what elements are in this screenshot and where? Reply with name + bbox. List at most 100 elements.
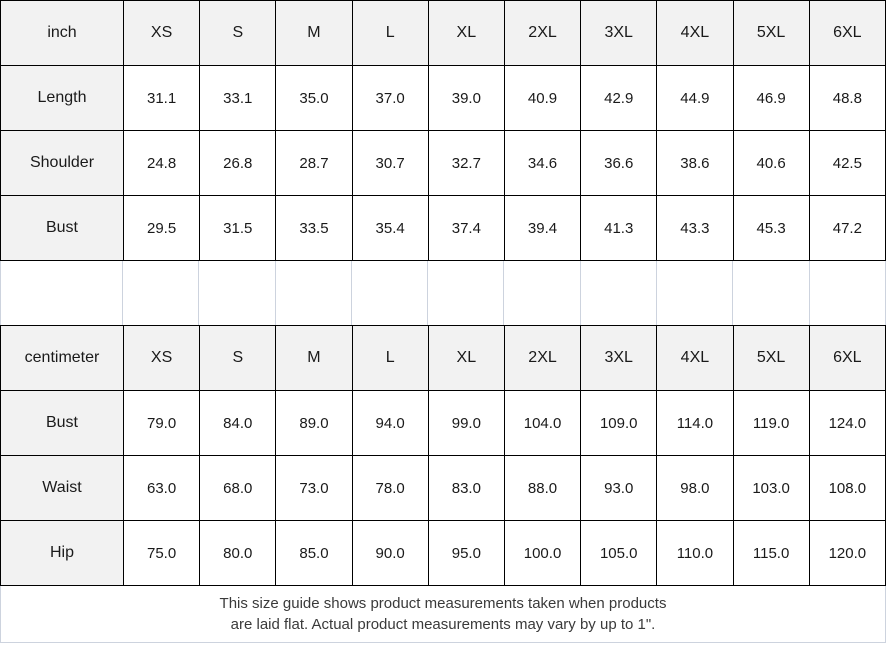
measurement-label-cell: Length bbox=[0, 65, 124, 131]
measurement-label-cell: Shoulder bbox=[0, 130, 124, 196]
measurement-value-cell: 99.0 bbox=[427, 390, 505, 456]
gap-cell bbox=[123, 261, 200, 325]
measurement-value-cell: 103.0 bbox=[732, 455, 810, 521]
size-header-cell: 2XL bbox=[503, 0, 582, 66]
size-header-cell: 2XL bbox=[503, 325, 582, 391]
measurement-value-cell: 73.0 bbox=[275, 455, 353, 521]
measurement-value-cell: 95.0 bbox=[427, 520, 505, 586]
measurement-value-cell: 43.3 bbox=[656, 195, 734, 261]
size-header-cell: M bbox=[275, 0, 353, 66]
measurement-value-cell: 98.0 bbox=[656, 455, 734, 521]
measurement-label-cell: Waist bbox=[0, 455, 124, 521]
size-header-cell: 4XL bbox=[656, 0, 734, 66]
measurement-row: Hip 75.0 80.0 85.0 90.0 95.0 100.0 105.0 110.0 11… bbox=[0, 520, 886, 586]
gap-cell bbox=[504, 261, 581, 325]
measurement-value-cell: 93.0 bbox=[580, 455, 658, 521]
measurement-value-cell: 32.7 bbox=[427, 130, 505, 196]
gap-cell bbox=[810, 261, 885, 325]
measurement-value-cell: 31.5 bbox=[199, 195, 277, 261]
gap-cell bbox=[733, 261, 810, 325]
gap-cell bbox=[428, 261, 505, 325]
measurement-value-cell: 39.4 bbox=[503, 195, 582, 261]
measurement-value-cell: 88.0 bbox=[503, 455, 582, 521]
gap-cell bbox=[276, 261, 352, 325]
measurement-row: Waist 63.0 68.0 73.0 78.0 83.0 88.0 93.0 98.0 103… bbox=[0, 455, 886, 521]
size-header-row: centimeter XS S M L XL 2XL 3XL 4XL 5XL 6XL bbox=[0, 325, 886, 391]
measurement-row: Shoulder 24.8 26.8 28.7 30.7 32.7 34.6 36.6 38.6… bbox=[0, 130, 886, 196]
size-header-cell: XL bbox=[427, 0, 505, 66]
measurement-value-cell: 30.7 bbox=[351, 130, 429, 196]
gap-cell bbox=[581, 261, 658, 325]
size-header-cell: M bbox=[275, 325, 353, 391]
size-header-cell: 3XL bbox=[580, 0, 658, 66]
measurement-value-cell: 40.9 bbox=[503, 65, 582, 131]
measurement-value-cell: 108.0 bbox=[808, 455, 886, 521]
measurement-value-cell: 36.6 bbox=[580, 130, 658, 196]
gap-cell bbox=[657, 261, 734, 325]
measurement-value-cell: 114.0 bbox=[656, 390, 734, 456]
size-guide-note-line1: This size guide shows product measuremen… bbox=[219, 595, 667, 612]
measurement-value-cell: 63.0 bbox=[122, 455, 201, 521]
measurement-value-cell: 37.4 bbox=[427, 195, 505, 261]
measurement-value-cell: 48.8 bbox=[808, 65, 886, 131]
measurement-value-cell: 28.7 bbox=[275, 130, 353, 196]
measurement-value-cell: 42.9 bbox=[580, 65, 658, 131]
measurement-value-cell: 24.8 bbox=[122, 130, 201, 196]
size-header-row: inch XS S M L XL 2XL 3XL 4XL 5XL 6XL bbox=[0, 0, 886, 66]
measurement-value-cell: 83.0 bbox=[427, 455, 505, 521]
measurement-value-cell: 85.0 bbox=[275, 520, 353, 586]
measurement-value-cell: 79.0 bbox=[122, 390, 201, 456]
measurement-value-cell: 38.6 bbox=[656, 130, 734, 196]
measurement-value-cell: 39.0 bbox=[427, 65, 505, 131]
measurement-value-cell: 94.0 bbox=[351, 390, 429, 456]
measurement-value-cell: 119.0 bbox=[732, 390, 810, 456]
measurement-value-cell: 109.0 bbox=[580, 390, 658, 456]
measurement-value-cell: 29.5 bbox=[122, 195, 201, 261]
measurement-label-cell: Hip bbox=[0, 520, 124, 586]
size-header-cell: S bbox=[199, 0, 277, 66]
measurement-value-cell: 75.0 bbox=[122, 520, 201, 586]
size-header-cell: 5XL bbox=[732, 325, 810, 391]
measurement-value-cell: 120.0 bbox=[808, 520, 886, 586]
measurement-value-cell: 115.0 bbox=[732, 520, 810, 586]
size-header-cell: S bbox=[199, 325, 277, 391]
size-header-cell: 3XL bbox=[580, 325, 658, 391]
measurement-value-cell: 33.5 bbox=[275, 195, 353, 261]
measurement-row: Bust 79.0 84.0 89.0 94.0 99.0 104.0 109.0 114.0 1… bbox=[0, 390, 886, 456]
measurement-value-cell: 110.0 bbox=[656, 520, 734, 586]
centimeter-size-table: centimeter XS S M L XL 2XL 3XL 4XL 5XL 6XL Bust 79.0… bbox=[0, 325, 886, 586]
measurement-value-cell: 100.0 bbox=[503, 520, 582, 586]
size-header-cell: 4XL bbox=[656, 325, 734, 391]
measurement-value-cell: 41.3 bbox=[580, 195, 658, 261]
size-header-cell: XL bbox=[427, 325, 505, 391]
measurement-value-cell: 33.1 bbox=[199, 65, 277, 131]
measurement-value-cell: 40.6 bbox=[732, 130, 810, 196]
table-gap-row bbox=[0, 261, 886, 325]
gap-cell bbox=[352, 261, 429, 325]
unit-header-cell: inch bbox=[0, 0, 124, 66]
measurement-label-cell: Bust bbox=[0, 390, 124, 456]
measurement-value-cell: 35.0 bbox=[275, 65, 353, 131]
measurement-value-cell: 124.0 bbox=[808, 390, 886, 456]
measurement-value-cell: 80.0 bbox=[199, 520, 277, 586]
size-guide-note: This size guide shows product measuremen… bbox=[0, 586, 886, 643]
measurement-value-cell: 105.0 bbox=[580, 520, 658, 586]
measurement-value-cell: 37.0 bbox=[351, 65, 429, 131]
size-header-cell: L bbox=[351, 0, 429, 66]
inch-size-table: inch XS S M L XL 2XL 3XL 4XL 5XL 6XL Length 31.1 33.1… bbox=[0, 0, 886, 261]
measurement-value-cell: 46.9 bbox=[732, 65, 810, 131]
unit-header-cell: centimeter bbox=[0, 325, 124, 391]
measurement-value-cell: 78.0 bbox=[351, 455, 429, 521]
size-header-cell: 6XL bbox=[808, 325, 886, 391]
measurement-value-cell: 104.0 bbox=[503, 390, 582, 456]
measurement-value-cell: 47.2 bbox=[808, 195, 886, 261]
size-header-cell: 6XL bbox=[808, 0, 886, 66]
size-header-cell: 5XL bbox=[732, 0, 810, 66]
measurement-value-cell: 31.1 bbox=[122, 65, 201, 131]
measurement-value-cell: 34.6 bbox=[503, 130, 582, 196]
measurement-value-cell: 84.0 bbox=[199, 390, 277, 456]
measurement-value-cell: 89.0 bbox=[275, 390, 353, 456]
measurement-value-cell: 44.9 bbox=[656, 65, 734, 131]
size-guide-note-line2: are laid flat. Actual product measuremen… bbox=[230, 616, 656, 633]
